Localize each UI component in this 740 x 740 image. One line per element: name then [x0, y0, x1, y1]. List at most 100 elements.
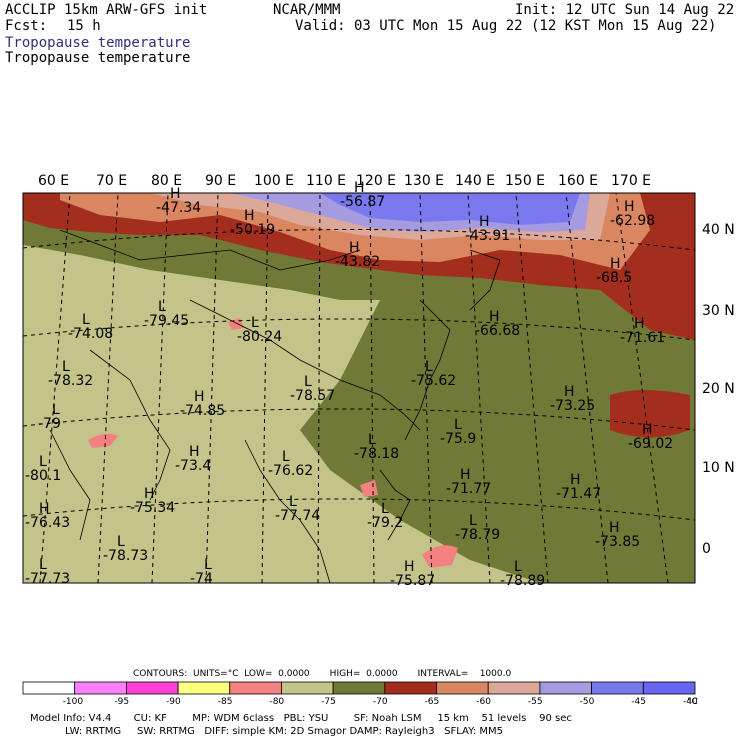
colorbar-tick: -90 — [166, 697, 181, 707]
colorbar-swatch — [125, 681, 179, 695]
extremum-high-marker: H — [609, 520, 620, 536]
extremum-low-marker: L — [251, 315, 259, 331]
extremum-value: -77.74 — [275, 508, 320, 524]
extremum-high-marker: H — [170, 186, 181, 202]
colorbar-swatch — [229, 681, 282, 695]
extremum-low-marker: L — [117, 534, 125, 550]
extremum-high-marker: H — [194, 389, 205, 405]
model-info-line-2: LW: RRTMG SW: RRTMG DIFF: simple KM: 2D … — [30, 726, 504, 737]
extremum-low-marker: L — [39, 454, 47, 470]
colorbar-tick: -70 — [373, 697, 388, 707]
latitude-label: 10 N — [702, 460, 735, 476]
latitude-labels: 40 N 30 N 20 N 10 N 0 — [702, 222, 735, 557]
extremum-value: -71.77 — [446, 481, 491, 497]
extremum-value: -74.08 — [68, 326, 113, 342]
extremum-low-marker: L — [158, 299, 166, 315]
model-title: ACCLIP 15km ARW-GFS init — [5, 2, 208, 18]
extremum-low-marker: L — [469, 513, 477, 529]
extremum-value: -75.34 — [130, 500, 175, 516]
longitude-label: 120 E — [356, 173, 396, 189]
longitude-label: 110 E — [306, 173, 346, 189]
extremum-value: -56.87 — [340, 194, 385, 210]
extremum-value: -80.1 — [25, 468, 61, 484]
extremum-value: -79.2 — [367, 515, 403, 531]
forecast-label: Fcst: — [5, 18, 48, 34]
colorbar-swatch — [436, 681, 489, 695]
extremum-value: -79.45 — [144, 313, 189, 329]
colorbar-tick: -55 — [528, 697, 543, 707]
extremum-value: -68.5 — [596, 270, 632, 286]
extremum-value: -75.87 — [390, 573, 435, 589]
colorbar-swatch — [332, 681, 386, 695]
extremum-low-marker: L — [381, 501, 389, 517]
longitude-label: 100 E — [254, 173, 294, 189]
colorbar-swatch — [384, 681, 437, 695]
extremum-value: -79 — [38, 416, 61, 432]
extremum-high-marker: H — [349, 240, 360, 256]
extremum-high-marker: H — [460, 467, 471, 483]
colorbar-swatch — [177, 681, 231, 695]
colorbar-tick: -80 — [269, 697, 284, 707]
colorbar-tick: -65 — [425, 697, 440, 707]
model-info-line-1: Model Info: V4.4 CU: KF MP: WDM 6class P… — [30, 713, 572, 724]
center-name: NCAR/MMM — [273, 2, 341, 18]
extremum-value: -50.19 — [230, 222, 275, 238]
colorbar-swatch — [281, 681, 334, 695]
extremum-low-marker: L — [514, 559, 522, 575]
extremum-value: -77.73 — [25, 571, 70, 587]
valid-time: Valid: 03 UTC Mon 15 Aug 22 (12 KST Mon … — [295, 18, 717, 34]
extremum-value: -78.73 — [103, 548, 148, 564]
graticule — [22, 192, 696, 584]
extremum-low-marker: L — [282, 449, 290, 465]
extremum-value: -74 — [190, 571, 213, 587]
longitude-label: 60 E — [38, 173, 69, 189]
colorbar-swatch — [487, 681, 541, 695]
extremum-value: -43.82 — [335, 254, 380, 270]
extremum-low-marker: L — [62, 359, 70, 375]
latitude-label: 40 N — [702, 222, 735, 238]
extremum-high-marker: H — [489, 309, 500, 325]
extremum-low-marker: L — [82, 312, 90, 328]
longitude-label: 130 E — [404, 173, 444, 189]
extremum-value: -78.57 — [290, 388, 335, 404]
latitude-label: 0 — [702, 541, 711, 557]
colorbar-tick: -40 — [683, 697, 698, 707]
extremum-low-marker: L — [52, 402, 60, 418]
extremum-low-marker: L — [454, 417, 462, 433]
longitude-labels: 60 E 70 E 80 E 90 E 100 E 110 E 120 E 130 E 140 … — [38, 173, 651, 189]
extremum-low-marker: L — [204, 557, 212, 573]
extremum-value: -47.34 — [156, 200, 201, 216]
extremum-value: -69.02 — [628, 436, 673, 452]
colorbar-tick: -45 — [631, 697, 646, 707]
extremum-high-marker: H — [479, 214, 490, 230]
map-frame — [22, 192, 696, 584]
extremum-value: -76.43 — [25, 515, 70, 531]
field-title: Tropopause temperature — [5, 50, 191, 66]
extremum-value: -73.4 — [175, 458, 211, 474]
extremum-high-marker: H — [610, 256, 621, 272]
longitude-label: 70 E — [96, 173, 127, 189]
colorbar-tick: -60 — [476, 697, 491, 707]
extremum-high-marker: H — [642, 422, 653, 438]
contours-info: CONTOURS: UNITS=°C LOW= 0.0000 HIGH= 0.0… — [133, 669, 512, 679]
longitude-label: 160 E — [558, 173, 598, 189]
extremum-high-marker: H — [244, 208, 255, 224]
extremum-value: -71.61 — [620, 330, 665, 346]
extremum-value: -80.24 — [237, 329, 282, 345]
colorbar-swatch — [539, 681, 593, 695]
extremum-value: -66.68 — [475, 323, 520, 339]
extremum-low-marker: L — [39, 557, 47, 573]
extremum-high-marker: H — [624, 199, 635, 215]
extremum-high-marker: H — [564, 384, 575, 400]
extremum-high-marker: H — [144, 486, 155, 502]
longitude-label: 170 E — [611, 173, 651, 189]
forecast-hour: 15 h — [67, 18, 101, 34]
colorbar-tick: -50 — [580, 697, 595, 707]
extremum-value: -75.62 — [411, 373, 456, 389]
colorbar-swatch — [74, 681, 127, 695]
latitude-label: 30 N — [702, 303, 735, 319]
colorbar-unit: °C — [687, 697, 698, 707]
extremum-low-marker: L — [368, 432, 376, 448]
extremum-value: -62.98 — [610, 213, 655, 229]
